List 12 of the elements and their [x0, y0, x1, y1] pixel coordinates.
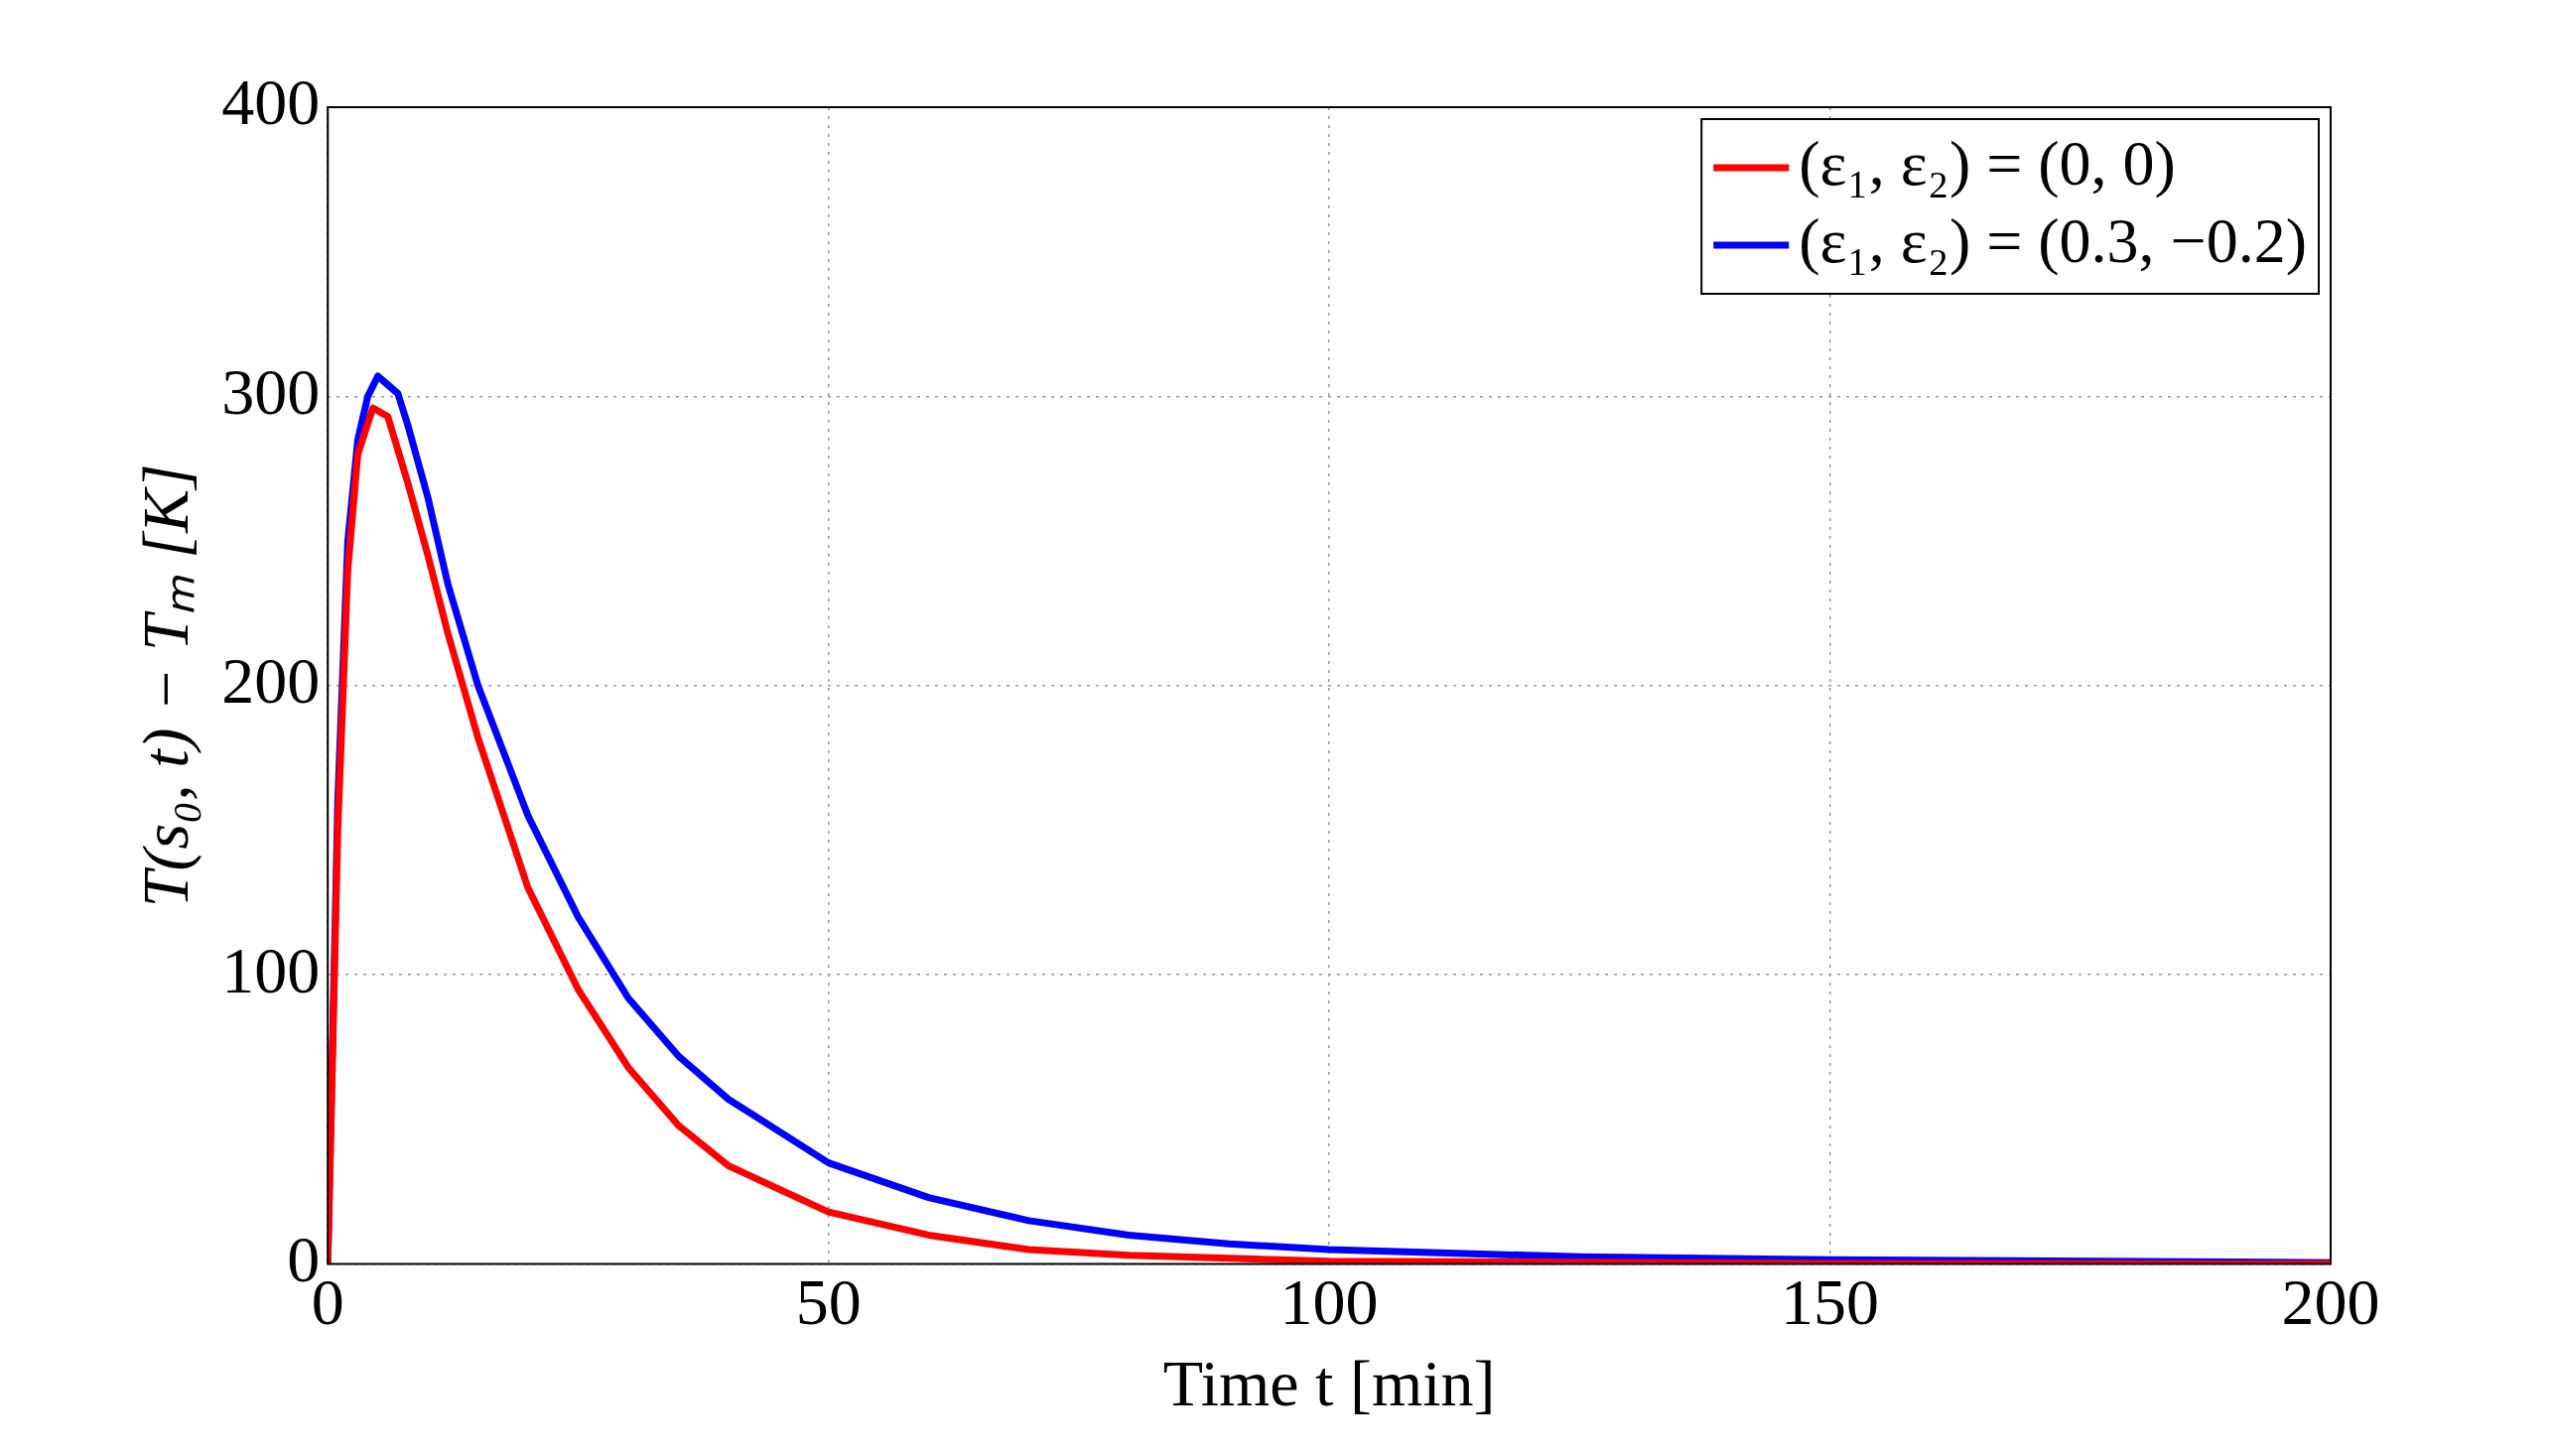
- x-tick-label: 100: [1279, 1264, 1379, 1338]
- y-tick-label: 100: [221, 933, 321, 1006]
- legend-label: (ε₁, ε₂) = (0.3, −0.2): [1799, 204, 2307, 276]
- x-tick-label: 200: [2281, 1264, 2380, 1338]
- x-axis-title: Time t [min]: [1162, 1346, 1496, 1419]
- y-tick-label: 300: [221, 354, 321, 428]
- x-tick-label: 50: [795, 1264, 862, 1338]
- legend-label: (ε₁, ε₂) = (0, 0): [1799, 127, 2176, 199]
- y-axis-title: T(s₀, t) − Tₘ [K]: [128, 463, 202, 908]
- y-tick-label: 200: [221, 644, 321, 718]
- y-tick-label: 400: [221, 66, 321, 139]
- x-tick-label: 150: [1781, 1264, 1880, 1338]
